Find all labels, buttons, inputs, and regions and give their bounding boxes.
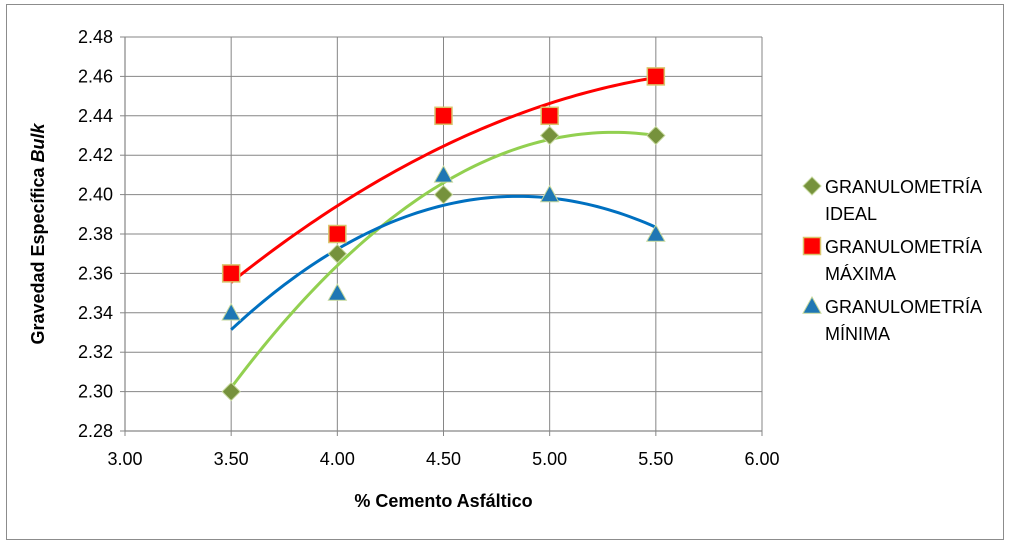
marker-series-2-point-2 [433,164,454,183]
y-tick-label-10: 2.48 [78,27,113,47]
marker-series-0-point-2 [433,184,454,205]
x-tick-label-1: 3.50 [214,449,249,469]
legend-label-line2-2: MÍNIMA [825,324,890,344]
marker-series-1-point-1 [328,224,347,244]
marker-series-2-point-3 [539,184,560,203]
x-tick-label-2: 4.00 [320,449,355,469]
y-axis-title-main: Gravedad Específica [28,162,48,344]
y-tick-label-8: 2.44 [78,106,113,126]
y-tick-label-4: 2.36 [78,263,113,283]
legend-label-line1-2: GRANULOMETRÍA [825,297,982,317]
legend: GRANULOMETRÍAIDEALGRANULOMETRÍAMÁXIMAGRA… [802,176,982,344]
y-tick-label-0: 2.28 [78,421,113,441]
y-tick-label-2: 2.32 [78,342,113,362]
marker-series-1-point-2 [434,106,453,126]
x-tick-label-5: 5.50 [638,449,673,469]
marker-series-0-point-3 [539,125,560,146]
trendline-series-0 [229,130,657,389]
x-tick-label-6: 6.00 [744,449,779,469]
axes [120,36,763,436]
marker-series-1-point-4 [646,67,666,86]
trendlines [229,76,657,389]
legend-label-line2-1: MÁXIMA [825,264,896,284]
marker-series-0-point-0 [221,381,241,402]
y-tick-label-1: 2.30 [78,382,113,402]
y-tick-label-9: 2.46 [78,66,113,86]
y-axis-title-italic: Bulk [28,122,48,162]
legend-marker-0 [802,176,822,196]
legend-entry-1: GRANULOMETRÍA MÁXIMA [802,236,982,284]
marker-series-1-point-3 [540,106,559,126]
marker-series-0-point-4 [646,125,666,146]
y-tick-label-6: 2.40 [78,185,113,205]
trendline-series-1 [230,76,657,284]
tick-labels: 3.00 3.50 4.00 4.50 5.00 5.50 6.00 2.28 2.30 2.32… [78,27,780,469]
legend-entry-2: GRANULOMETRÍA MÍNIMA [802,295,982,344]
y-tick-label-3: 2.34 [78,303,113,323]
y-tick-label-7: 2.42 [78,145,113,165]
legend-label-line1-1: GRANULOMETRÍA [825,237,982,257]
marker-series-1-point-0 [221,264,241,283]
x-tick-label-3: 4.50 [426,449,461,469]
marker-series-0-point-1 [327,243,348,264]
trendline-series-2 [230,194,657,331]
y-tick-label-5: 2.38 [78,224,113,244]
marker-series-2-point-4 [645,223,666,242]
x-tick-label-4: 5.00 [532,449,567,469]
grid-lines [124,36,763,432]
marker-series-2-point-1 [327,283,348,301]
x-tick-label-0: 3.00 [107,449,142,469]
marker-series-2-point-0 [221,302,242,321]
legend-label-line2-0: IDEAL [825,204,877,224]
data-markers [221,67,666,402]
x-axis-title: % Cemento Asfáltico [354,491,532,511]
chart-frame [6,4,1004,540]
legend-marker-2 [802,295,822,314]
legend-entry-0: GRANULOMETRÍA IDEAL [802,176,982,224]
legend-marker-1 [802,236,822,256]
legend-label-line1-0: GRANULOMETRÍA [825,177,982,197]
y-axis-title: Gravedad Específica Bulk [28,122,48,344]
